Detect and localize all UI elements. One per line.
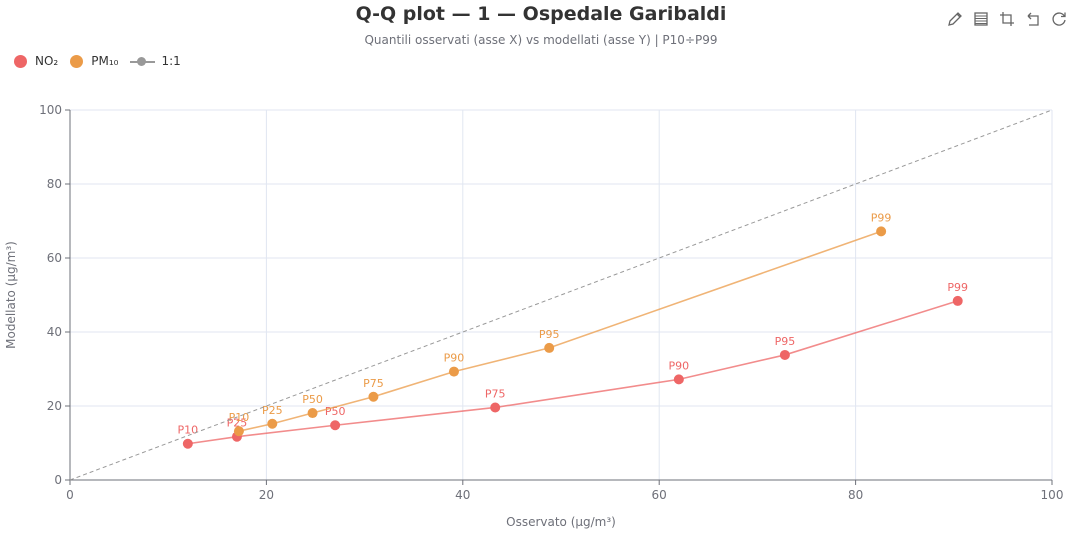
series-line-1 [238,230,882,432]
data-point[interactable] [330,420,341,431]
y-tick-label: 0 [54,473,62,487]
y-tick-label: 100 [39,103,62,117]
data-label: P95 [775,335,796,348]
x-tick-label: 20 [259,488,274,502]
x-tick-label: 80 [848,488,863,502]
data-label: P10 [229,411,250,424]
undo-icon[interactable] [1024,10,1042,28]
data-point[interactable] [952,295,963,306]
legend-item-pm10[interactable]: PM₁₀ [70,54,118,68]
y-tick-label: 20 [47,399,62,413]
legend-label-identity: 1:1 [161,54,181,68]
legend-marker-no2 [14,54,27,68]
x-tick-label: 60 [652,488,667,502]
y-tick-label: 60 [47,251,62,265]
data-label: P25 [262,404,283,417]
legend-marker-identity [130,55,156,68]
data-point[interactable] [267,418,278,429]
data-label: P99 [871,211,892,224]
data-label: P90 [669,359,690,372]
data-point[interactable] [779,349,790,360]
x-tick-label: 0 [66,488,74,502]
data-point[interactable] [448,366,459,377]
chart-title: Q-Q plot — 1 — Ospedale Garibaldi [355,3,727,25]
data-point[interactable] [368,391,379,402]
legend-label-no2: NO₂ [35,54,59,68]
data-point[interactable] [673,374,684,385]
data-label: P10 [178,424,199,437]
legend-label-pm10: PM₁₀ [91,54,119,68]
toolbox [938,10,1068,28]
y-tick-label: 40 [47,325,62,339]
identity-line [69,109,1053,481]
data-label: P25 [227,417,248,430]
data-point[interactable] [876,226,887,237]
data-label: P99 [947,281,968,294]
crop-icon[interactable] [998,10,1016,28]
x-tick-label: 40 [455,488,470,502]
x-tick-label: 100 [1041,488,1064,502]
legend-item-identity[interactable]: 1:1 [130,54,181,68]
data-view-icon[interactable] [972,10,990,28]
y-tick-label: 80 [47,177,62,191]
legend: NO₂ PM₁₀ 1:1 [14,54,193,68]
y-axis-title: Modellato (µg/m³) [4,241,18,349]
data-label: P75 [363,377,384,390]
data-label: P95 [539,328,560,341]
series-line-0 [187,300,958,445]
pencil-icon[interactable] [946,10,964,28]
legend-marker-pm10 [70,54,84,68]
data-point[interactable] [544,342,555,353]
data-label: P50 [302,393,323,406]
data-point[interactable] [490,402,501,413]
x-axis-title: Osservato (µg/m³) [506,515,616,529]
chart-subtitle: Quantili osservati (asse X) vs modellati… [364,33,718,47]
data-point[interactable] [182,438,193,449]
data-point[interactable] [307,408,318,419]
refresh-icon[interactable] [1050,10,1068,28]
data-label: P75 [485,387,506,400]
data-point[interactable] [233,426,244,437]
data-label: P90 [444,352,465,365]
legend-item-no2[interactable]: NO₂ [14,54,58,68]
